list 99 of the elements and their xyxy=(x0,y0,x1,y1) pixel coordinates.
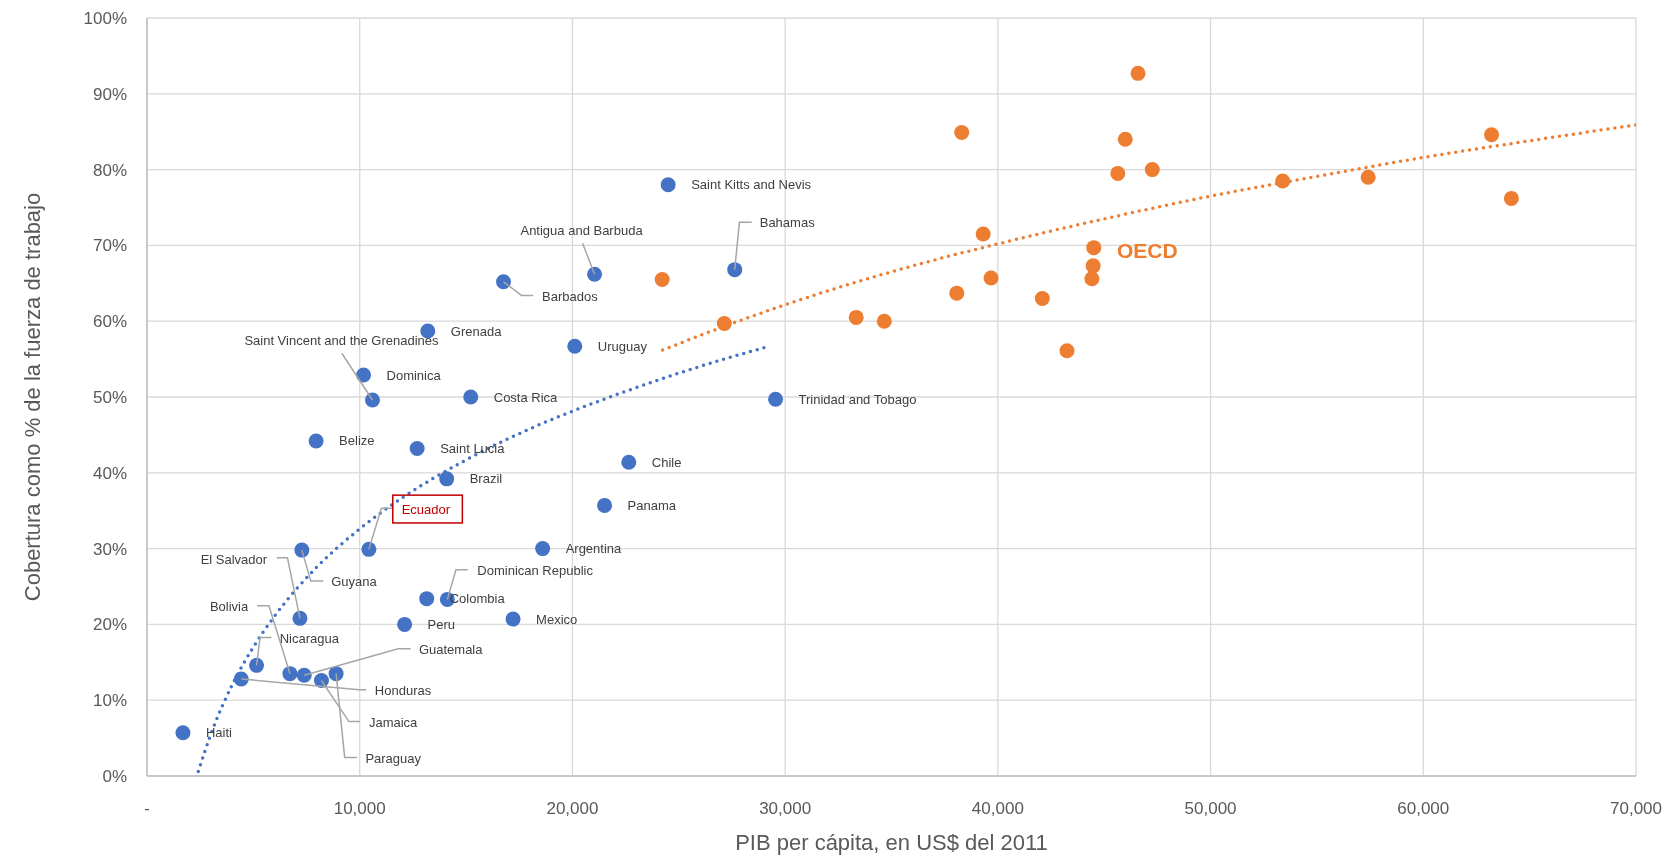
annotation: Peru xyxy=(427,616,456,632)
point xyxy=(716,315,732,331)
line-series xyxy=(660,123,1636,352)
point xyxy=(535,541,551,557)
point xyxy=(954,124,970,140)
point xyxy=(328,666,344,682)
point xyxy=(356,367,372,383)
y-tick-label: 0% xyxy=(102,767,127,787)
point xyxy=(496,274,512,290)
point xyxy=(949,285,965,301)
point xyxy=(1085,258,1101,274)
y-tick-label: 40% xyxy=(92,463,127,483)
annotation: Trinidad and Tobago xyxy=(798,391,917,407)
x-tick-label: 30,000 xyxy=(759,799,812,819)
annotation: Jamaica xyxy=(368,714,419,730)
series-label: OECD xyxy=(1117,238,1178,262)
point xyxy=(975,226,991,242)
point xyxy=(1275,173,1291,189)
point xyxy=(654,272,670,288)
annotation: Uruguay xyxy=(597,338,648,354)
annotation: Saint Kitts and Nevis xyxy=(691,177,812,193)
point xyxy=(597,497,613,513)
point xyxy=(294,542,310,558)
annotation: Guyana xyxy=(331,574,378,590)
point xyxy=(768,391,784,407)
annotation: Paraguay xyxy=(365,751,422,767)
x-tick-label: 70,000 xyxy=(1610,799,1662,819)
annotation: Bahamas xyxy=(759,215,816,231)
point xyxy=(292,610,308,626)
point xyxy=(463,389,479,405)
y-tick-label: 30% xyxy=(92,539,127,559)
x-axis-title: PIB per cápita, en US$ del 2011 xyxy=(735,830,1048,855)
point xyxy=(439,471,455,487)
annotation: Barbados xyxy=(542,289,599,305)
point xyxy=(361,541,377,557)
point xyxy=(1503,190,1519,206)
point xyxy=(848,309,864,325)
annotation: Mexico xyxy=(536,611,578,627)
annotation: Chile xyxy=(651,454,682,470)
point xyxy=(1117,131,1133,147)
point xyxy=(1130,65,1146,81)
y-tick-label: 70% xyxy=(92,236,127,256)
point xyxy=(1360,169,1376,185)
annotation: Saint Vincent and the Grenadines xyxy=(244,332,440,348)
point xyxy=(1110,165,1126,181)
annotation: Nicaragua xyxy=(279,631,340,647)
y-tick-label: 90% xyxy=(92,84,127,104)
point xyxy=(983,270,999,286)
annotation: Ecuador xyxy=(401,501,451,517)
point xyxy=(1484,127,1500,143)
point xyxy=(1034,290,1050,306)
point xyxy=(1059,343,1075,359)
x-tick-label: 40,000 xyxy=(971,799,1024,819)
point xyxy=(567,338,583,354)
point xyxy=(419,591,435,607)
point xyxy=(876,313,892,329)
y-tick-label: 60% xyxy=(92,312,127,332)
y-tick-label: 80% xyxy=(92,160,127,180)
point xyxy=(1084,271,1100,287)
x-tick-label: 20,000 xyxy=(546,799,599,819)
point xyxy=(296,667,312,683)
y-tick-label: 10% xyxy=(92,691,127,711)
point xyxy=(1144,162,1160,178)
y-axis-title: Cobertura como % de la fuerza de trabajo xyxy=(19,192,45,602)
x-tick-label: 50,000 xyxy=(1184,799,1237,819)
point xyxy=(1086,240,1102,256)
annotation: Bolivia xyxy=(209,598,250,614)
point xyxy=(505,611,521,627)
annotation: Dominican Republic xyxy=(477,562,594,578)
x-tick-label: 60,000 xyxy=(1397,799,1450,819)
annotation: Dominica xyxy=(386,367,442,383)
annotation: Argentina xyxy=(565,541,623,557)
point xyxy=(621,454,637,470)
point xyxy=(727,262,743,278)
annotation: Costa Rica xyxy=(493,389,559,405)
annotation: Guatemala xyxy=(418,642,484,658)
point xyxy=(587,266,603,282)
y-tick-label: 50% xyxy=(92,388,127,408)
annotation: El Salvador xyxy=(200,551,268,567)
point xyxy=(282,666,298,682)
y-tick-label: 100% xyxy=(83,9,127,29)
point xyxy=(409,441,425,457)
point xyxy=(308,433,324,449)
point xyxy=(364,392,380,408)
x-tick-label: 10,000 xyxy=(333,799,386,819)
point xyxy=(660,177,676,193)
annotation: Grenada xyxy=(450,323,503,339)
point xyxy=(397,616,413,632)
annotation: Belize xyxy=(339,433,375,449)
annotation: Antigua and Barbuda xyxy=(520,222,644,238)
x-tick-label: - xyxy=(144,799,150,819)
y-tick-label: 20% xyxy=(92,615,127,635)
point xyxy=(249,657,265,673)
annotation: Panama xyxy=(627,497,677,513)
point xyxy=(233,671,249,687)
point xyxy=(175,725,191,741)
annotation: Brazil xyxy=(469,471,503,487)
annotation: Honduras xyxy=(374,682,432,698)
annotation: Haiti xyxy=(205,725,233,741)
